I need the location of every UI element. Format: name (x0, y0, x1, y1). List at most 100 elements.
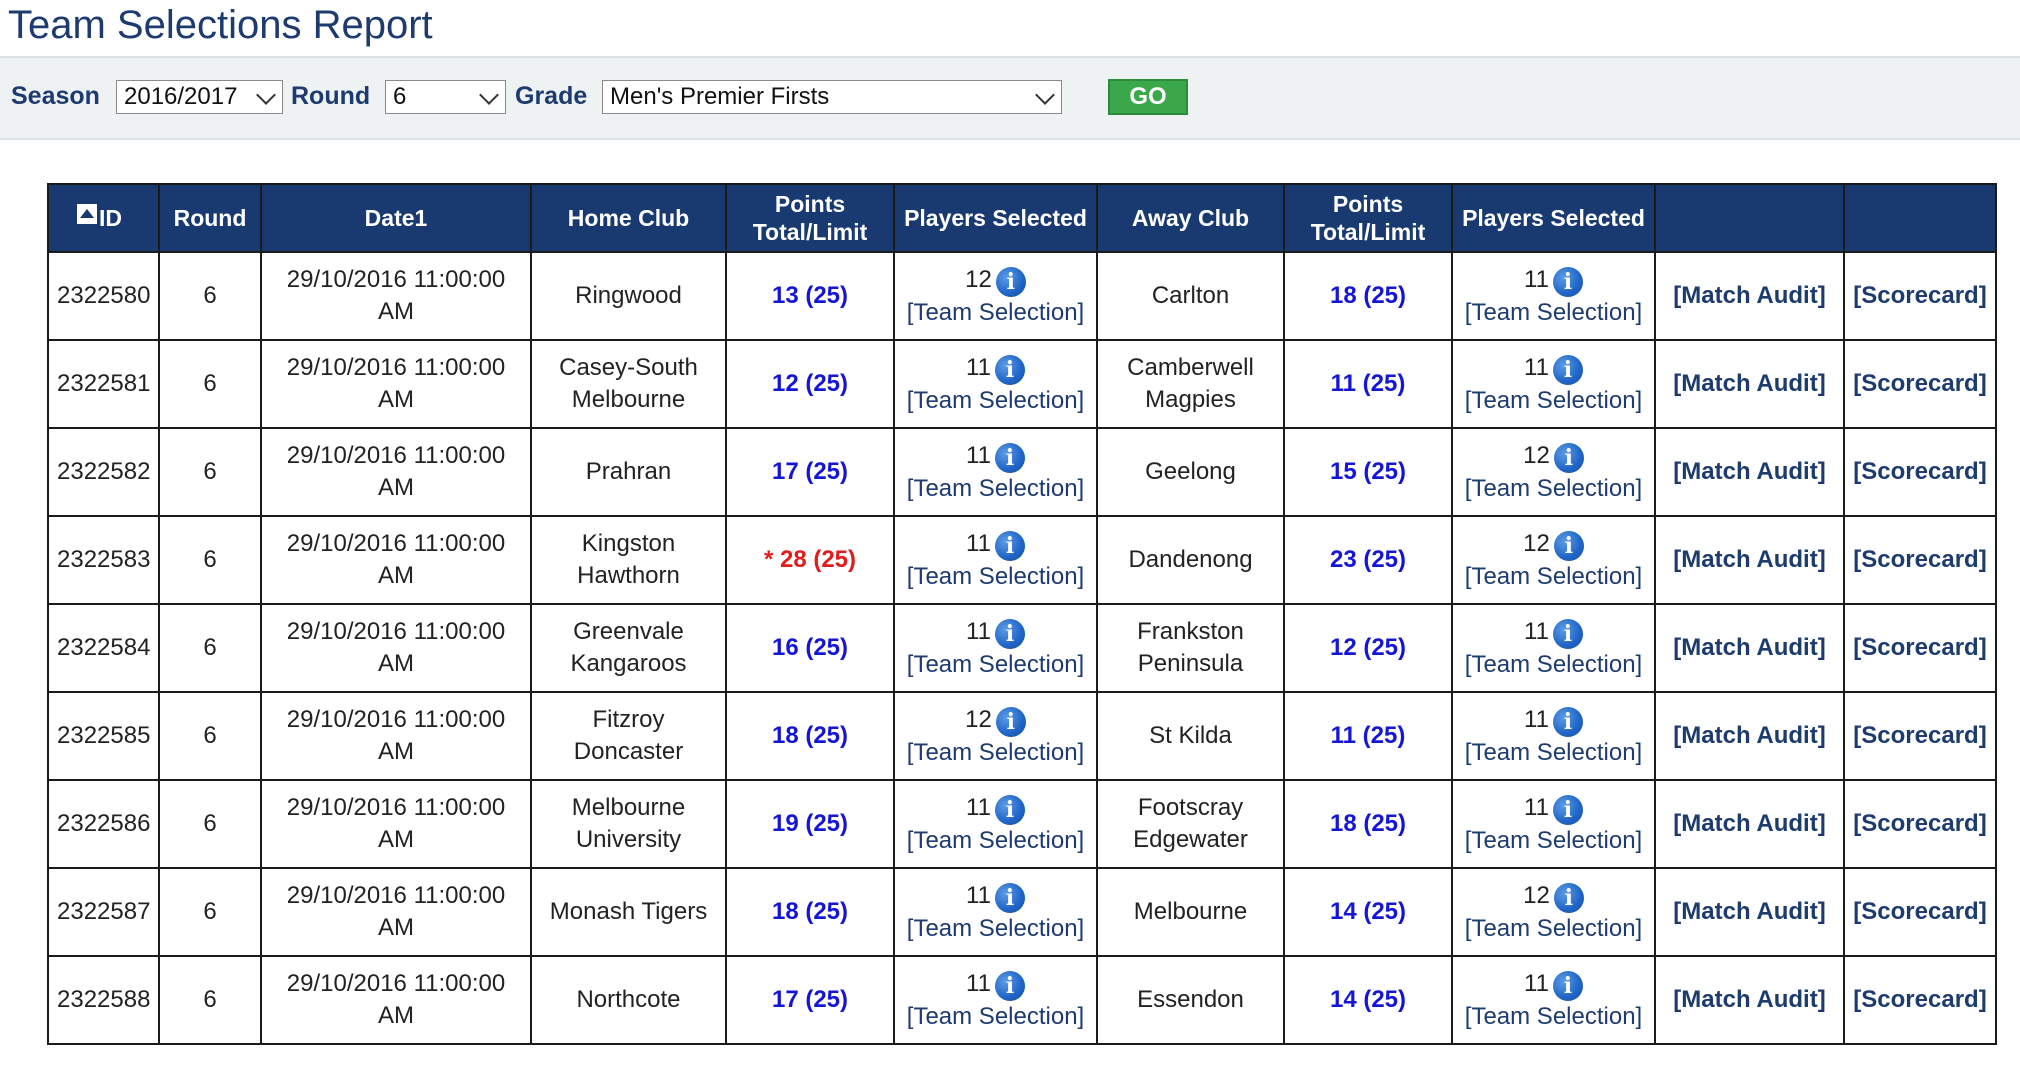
round-select[interactable]: 6 (385, 80, 506, 114)
col-header-audit (1654, 183, 1845, 253)
away-team-selection-link[interactable]: [Team Selection] (1464, 914, 1643, 942)
info-icon[interactable]: i (994, 530, 1025, 561)
grade-select[interactable]: Men's Premier Firsts (602, 80, 1062, 114)
cell-home-players: 11 i [Team Selection] (893, 867, 1098, 957)
cell-home-points: 13 (25) (725, 251, 895, 341)
page-title: Team Selections Report (8, 3, 433, 47)
info-icon[interactable]: i (1553, 882, 1584, 913)
grade-select-value: Men's Premier Firsts (610, 83, 830, 110)
match-audit-link[interactable]: [Match Audit] (1673, 370, 1826, 397)
scorecard-link[interactable]: [Scorecard] (1853, 458, 1987, 485)
info-icon[interactable]: i (1553, 442, 1584, 473)
match-audit-link[interactable]: [Match Audit] (1673, 810, 1826, 837)
cell-id: 2322580 (47, 251, 160, 341)
scorecard-link[interactable]: [Scorecard] (1853, 370, 1987, 397)
match-audit-link[interactable]: [Match Audit] (1673, 722, 1826, 749)
info-icon[interactable]: i (1552, 618, 1583, 649)
info-icon[interactable]: i (1552, 970, 1583, 1001)
info-icon[interactable]: i (994, 794, 1025, 825)
away-team-selection-link[interactable]: [Team Selection] (1464, 1002, 1643, 1030)
cell-home-club: Casey-South Melbourne (530, 339, 727, 429)
info-icon[interactable]: i (995, 266, 1026, 297)
info-icon[interactable]: i (995, 706, 1026, 737)
cell-match-audit: [Match Audit] (1654, 867, 1845, 957)
info-icon[interactable]: i (994, 882, 1025, 913)
cell-id: 2322588 (47, 955, 160, 1045)
cell-away-club: Carlton (1096, 251, 1285, 341)
match-audit-link[interactable]: [Match Audit] (1673, 986, 1826, 1013)
match-audit-link[interactable]: [Match Audit] (1673, 546, 1826, 573)
col-header-id[interactable]: ID (47, 183, 160, 253)
cell-scorecard: [Scorecard] (1843, 427, 1997, 517)
cell-round: 6 (158, 515, 262, 605)
home-team-selection-link[interactable]: [Team Selection] (906, 562, 1085, 590)
scorecard-link[interactable]: [Scorecard] (1853, 634, 1987, 661)
chevron-down-icon (1035, 85, 1055, 105)
cell-round: 6 (158, 955, 262, 1045)
cell-home-club: Greenvale Kangaroos (530, 603, 727, 693)
match-audit-link[interactable]: [Match Audit] (1673, 458, 1826, 485)
cell-away-players: 11 i [Team Selection] (1451, 339, 1656, 429)
away-players-count: 11 (1524, 265, 1549, 293)
cell-away-players: 11 i [Team Selection] (1451, 603, 1656, 693)
info-icon[interactable]: i (994, 970, 1025, 1001)
cell-date: 29/10/2016 11:00:00 AM (260, 515, 532, 605)
away-team-selection-link[interactable]: [Team Selection] (1464, 650, 1643, 678)
cell-home-club: Melbourne University (530, 779, 727, 869)
match-audit-link[interactable]: [Match Audit] (1673, 634, 1826, 661)
table-row: 2322588 6 29/10/2016 11:00:00 AM Northcote 17… (47, 955, 1997, 1045)
home-team-selection-link[interactable]: [Team Selection] (906, 738, 1085, 766)
info-icon[interactable]: i (994, 354, 1025, 385)
cell-scorecard: [Scorecard] (1843, 603, 1997, 693)
cell-away-players: 11 i [Team Selection] (1451, 779, 1656, 869)
home-team-selection-link[interactable]: [Team Selection] (906, 826, 1085, 854)
info-icon[interactable]: i (1553, 530, 1584, 561)
scorecard-link[interactable]: [Scorecard] (1853, 986, 1987, 1013)
season-label: Season (11, 82, 100, 110)
info-icon[interactable]: i (1552, 794, 1583, 825)
cell-round: 6 (158, 603, 262, 693)
away-team-selection-link[interactable]: [Team Selection] (1464, 386, 1643, 414)
cell-home-players: 12 i [Team Selection] (893, 251, 1098, 341)
table-row: 2322581 6 29/10/2016 11:00:00 AM Casey-South… (47, 339, 1997, 429)
match-audit-link[interactable]: [Match Audit] (1673, 282, 1826, 309)
scorecard-link[interactable]: [Scorecard] (1853, 546, 1987, 573)
home-points-value: * 28 (25) (763, 546, 857, 573)
scorecard-link[interactable]: [Scorecard] (1853, 898, 1987, 925)
home-team-selection-link[interactable]: [Team Selection] (906, 650, 1085, 678)
scorecard-link[interactable]: [Scorecard] (1853, 810, 1987, 837)
table-row: 2322582 6 29/10/2016 11:00:00 AM Prahran 17 (… (47, 427, 1997, 517)
away-team-selection-link[interactable]: [Team Selection] (1464, 298, 1643, 326)
home-players-count: 11 (966, 793, 991, 821)
info-icon[interactable]: i (1552, 266, 1583, 297)
go-button[interactable]: GO (1108, 79, 1188, 115)
away-team-selection-link[interactable]: [Team Selection] (1464, 826, 1643, 854)
cell-id: 2322582 (47, 427, 160, 517)
info-icon[interactable]: i (1552, 354, 1583, 385)
home-team-selection-link[interactable]: [Team Selection] (906, 1002, 1085, 1030)
scorecard-link[interactable]: [Scorecard] (1853, 722, 1987, 749)
home-team-selection-link[interactable]: [Team Selection] (906, 298, 1085, 326)
season-select[interactable]: 2016/2017 (116, 80, 283, 114)
home-team-selection-link[interactable]: [Team Selection] (906, 914, 1085, 942)
away-players-count: 11 (1524, 617, 1549, 645)
cell-home-club: Ringwood (530, 251, 727, 341)
away-team-selection-link[interactable]: [Team Selection] (1464, 738, 1643, 766)
home-points-value: 18 (25) (771, 898, 849, 925)
scorecard-link[interactable]: [Scorecard] (1853, 282, 1987, 309)
info-icon[interactable]: i (994, 442, 1025, 473)
sort-ascending-icon[interactable] (77, 204, 97, 224)
away-players-count: 12 (1523, 881, 1550, 909)
match-audit-link[interactable]: [Match Audit] (1673, 898, 1826, 925)
cell-round: 6 (158, 691, 262, 781)
home-team-selection-link[interactable]: [Team Selection] (906, 386, 1085, 414)
away-team-selection-link[interactable]: [Team Selection] (1464, 562, 1643, 590)
home-team-selection-link[interactable]: [Team Selection] (906, 474, 1085, 502)
cell-away-players: 11 i [Team Selection] (1451, 251, 1656, 341)
away-team-selection-link[interactable]: [Team Selection] (1464, 474, 1643, 502)
info-icon[interactable]: i (994, 618, 1025, 649)
cell-scorecard: [Scorecard] (1843, 339, 1997, 429)
info-icon[interactable]: i (1552, 706, 1583, 737)
cell-date: 29/10/2016 11:00:00 AM (260, 603, 532, 693)
col-header-home-club: Home Club (530, 183, 727, 253)
